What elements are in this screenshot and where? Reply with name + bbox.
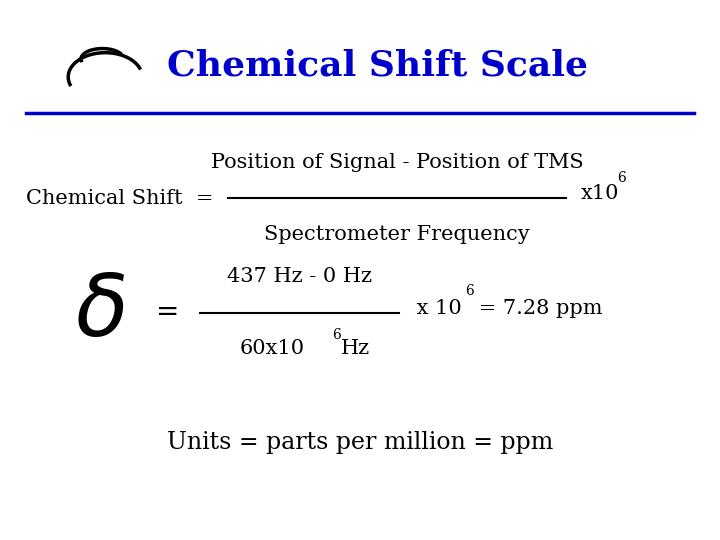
Text: =: = <box>156 299 179 326</box>
Text: = 7.28 ppm: = 7.28 ppm <box>472 299 603 318</box>
Text: Units = parts per million = ppm: Units = parts per million = ppm <box>167 431 553 454</box>
Text: $\delta$: $\delta$ <box>75 271 125 354</box>
Text: 437 Hz - 0 Hz: 437 Hz - 0 Hz <box>227 267 372 286</box>
Text: 6: 6 <box>618 171 626 185</box>
Text: 6: 6 <box>465 284 474 298</box>
Text: Spectrometer Frequency: Spectrometer Frequency <box>264 225 530 244</box>
Text: x10: x10 <box>580 185 619 204</box>
Text: Chemical Shift Scale: Chemical Shift Scale <box>167 48 588 82</box>
Text: Hz: Hz <box>341 339 369 358</box>
Text: 60x10: 60x10 <box>240 339 305 358</box>
Text: Chemical Shift  =: Chemical Shift = <box>25 188 213 208</box>
Text: Position of Signal - Position of TMS: Position of Signal - Position of TMS <box>211 153 584 172</box>
Text: 6: 6 <box>332 328 341 342</box>
Text: x 10: x 10 <box>410 299 462 318</box>
